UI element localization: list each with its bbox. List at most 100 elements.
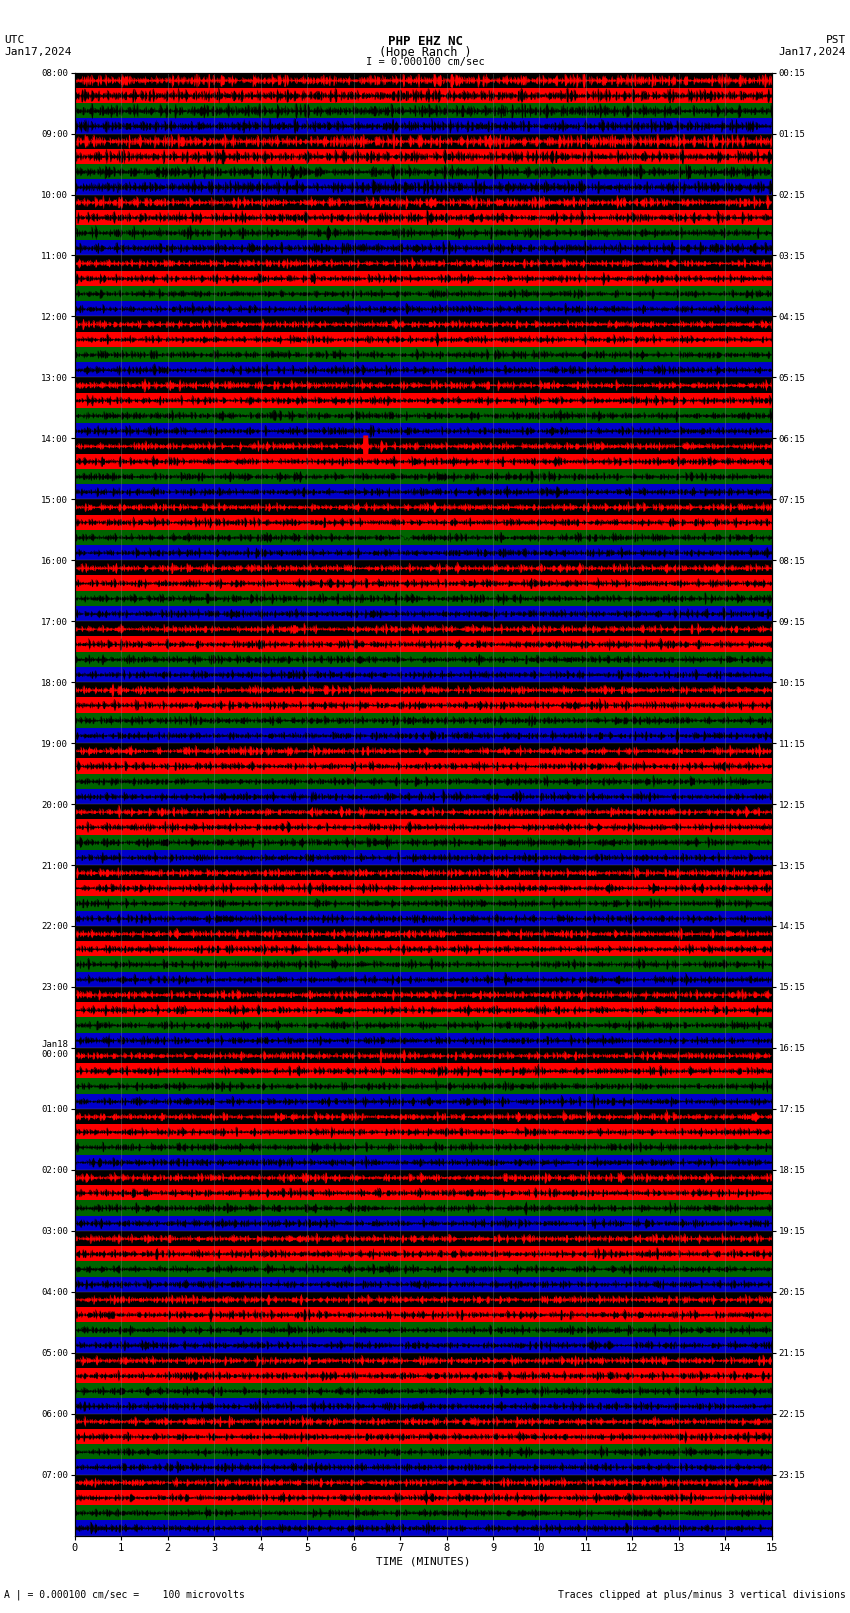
- Bar: [75, 1490, 772, 1505]
- Bar: [75, 1063, 772, 1079]
- Bar: [75, 744, 772, 758]
- Bar: [75, 87, 772, 103]
- Text: Jan17,2024: Jan17,2024: [4, 47, 71, 56]
- Bar: [75, 118, 772, 134]
- Bar: [75, 1079, 772, 1094]
- Bar: [75, 1094, 772, 1108]
- Bar: [75, 697, 772, 713]
- Bar: [75, 1139, 772, 1155]
- Text: (Hope Ranch ): (Hope Ranch ): [379, 45, 471, 60]
- Bar: [75, 621, 772, 637]
- Bar: [75, 1276, 772, 1292]
- Bar: [75, 515, 772, 529]
- Bar: [75, 545, 772, 560]
- Bar: [75, 1261, 772, 1276]
- Bar: [75, 590, 772, 606]
- Bar: [75, 408, 772, 423]
- Bar: [75, 957, 772, 971]
- Bar: [75, 1169, 772, 1186]
- Bar: [75, 1460, 772, 1474]
- Bar: [75, 682, 772, 697]
- Bar: [75, 1108, 772, 1124]
- Bar: [75, 439, 772, 453]
- Text: I = 0.000100 cm/sec: I = 0.000100 cm/sec: [366, 58, 484, 68]
- Bar: [75, 377, 772, 392]
- Bar: [75, 942, 772, 957]
- Bar: [75, 1124, 772, 1139]
- Bar: [75, 1323, 772, 1337]
- Bar: [75, 347, 772, 363]
- Bar: [75, 1216, 772, 1231]
- Bar: [75, 1292, 772, 1307]
- Bar: [75, 881, 772, 895]
- Bar: [75, 758, 772, 774]
- Bar: [75, 834, 772, 850]
- Bar: [75, 1200, 772, 1216]
- Bar: [75, 103, 772, 118]
- Bar: [75, 179, 772, 195]
- Bar: [75, 1368, 772, 1384]
- Bar: [75, 484, 772, 500]
- Text: PHP EHZ NC: PHP EHZ NC: [388, 35, 462, 48]
- Bar: [75, 926, 772, 942]
- Bar: [75, 1018, 772, 1032]
- Bar: [75, 469, 772, 484]
- Text: A | = 0.000100 cm/sec =    100 microvolts: A | = 0.000100 cm/sec = 100 microvolts: [4, 1589, 245, 1600]
- Bar: [75, 1521, 772, 1536]
- X-axis label: TIME (MINUTES): TIME (MINUTES): [376, 1557, 471, 1566]
- Bar: [75, 255, 772, 271]
- Bar: [75, 224, 772, 240]
- Bar: [75, 423, 772, 439]
- Bar: [75, 1384, 772, 1398]
- Bar: [75, 850, 772, 865]
- Bar: [75, 195, 772, 210]
- Bar: [75, 316, 772, 332]
- Bar: [75, 1245, 772, 1261]
- Text: Traces clipped at plus/minus 3 vertical divisions: Traces clipped at plus/minus 3 vertical …: [558, 1590, 846, 1600]
- Bar: [75, 1444, 772, 1460]
- Bar: [75, 1505, 772, 1521]
- Bar: [75, 165, 772, 179]
- Bar: [75, 727, 772, 744]
- Bar: [75, 895, 772, 911]
- Bar: [75, 73, 772, 87]
- Bar: [75, 789, 772, 805]
- Bar: [75, 1002, 772, 1018]
- Bar: [75, 1353, 772, 1368]
- Bar: [75, 500, 772, 515]
- Bar: [75, 210, 772, 224]
- Bar: [75, 1307, 772, 1323]
- Bar: [75, 1337, 772, 1353]
- Bar: [75, 560, 772, 576]
- Bar: [75, 271, 772, 286]
- Bar: [75, 392, 772, 408]
- Bar: [75, 666, 772, 682]
- Bar: [75, 1474, 772, 1490]
- Bar: [75, 987, 772, 1002]
- Bar: [75, 1429, 772, 1444]
- Bar: [75, 134, 772, 148]
- Bar: [75, 1186, 772, 1200]
- Bar: [75, 805, 772, 819]
- Bar: [75, 1032, 772, 1048]
- Bar: [75, 774, 772, 789]
- Bar: [75, 1231, 772, 1245]
- Bar: [75, 363, 772, 377]
- Bar: [75, 286, 772, 302]
- Bar: [75, 971, 772, 987]
- Bar: [75, 302, 772, 316]
- Bar: [75, 911, 772, 926]
- Bar: [75, 1413, 772, 1429]
- Text: Jan17,2024: Jan17,2024: [779, 47, 846, 56]
- Bar: [75, 606, 772, 621]
- Bar: [75, 652, 772, 666]
- Text: UTC: UTC: [4, 35, 25, 45]
- Bar: [75, 240, 772, 255]
- Bar: [75, 637, 772, 652]
- Bar: [75, 453, 772, 469]
- Bar: [75, 529, 772, 545]
- Bar: [75, 713, 772, 727]
- Bar: [75, 865, 772, 881]
- Bar: [75, 332, 772, 347]
- Bar: [75, 1398, 772, 1413]
